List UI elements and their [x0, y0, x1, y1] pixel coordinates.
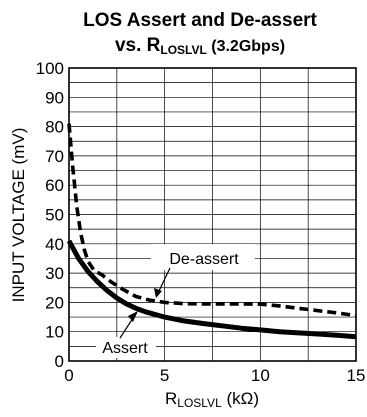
y-axis-label: INPUT VOLTAGE (mV) [9, 128, 28, 303]
title-subscript: LOSLVL [160, 43, 206, 57]
grid [69, 68, 356, 361]
y-tick-label: 70 [45, 147, 64, 166]
xlabel-suffix: (kΩ) [222, 389, 259, 408]
plot-frame [68, 67, 357, 362]
x-tick-label: 0 [64, 366, 73, 385]
xlabel-prefix: R [165, 389, 177, 408]
annotation-box-assert [96, 337, 156, 358]
annotation-box-deassert [151, 244, 255, 270]
x-tick-labels: 0 5 10 15 [64, 366, 365, 385]
xlabel-subscript: LOSLVL [177, 396, 222, 410]
chart-title-line2: vs. RLOSLVL (3.2Gbps) [115, 35, 285, 57]
y-tick-label: 80 [45, 118, 64, 137]
title-prefix: vs. R [115, 35, 161, 56]
series-line-de-assert [67, 123, 357, 318]
y-tick-label: 60 [45, 176, 64, 195]
series-group [66, 123, 357, 340]
x-tick-label: 15 [347, 366, 366, 385]
y-tick-label: 10 [45, 323, 64, 342]
y-tick-label: 0 [55, 352, 64, 371]
title-suffix: (3.2Gbps) [207, 38, 285, 55]
y-tick-label: 90 [45, 88, 64, 107]
y-tick-label: 30 [45, 264, 64, 283]
series-line-assert [66, 239, 357, 340]
annotation-deassert: De-assert [169, 251, 239, 268]
x-tick-label: 5 [160, 366, 169, 385]
y-tick-label: 50 [45, 206, 64, 225]
chart-title-line1: LOS Assert and De-assert [83, 10, 317, 31]
annotation-assert: Assert [102, 340, 148, 357]
annotation-arrow-deassert [157, 267, 171, 294]
y-tick-labels: 0 10 20 30 40 50 60 70 80 90 100 [36, 59, 64, 371]
x-axis-label: RLOSLVL (kΩ) [165, 389, 259, 410]
y-tick-label: 40 [45, 235, 64, 254]
annotation-arrowhead-assert [128, 311, 138, 322]
y-tick-label: 100 [36, 59, 64, 78]
annotation-arrowhead-deassert [154, 288, 162, 298]
y-tick-label: 20 [45, 293, 64, 312]
x-tick-label: 10 [251, 366, 270, 385]
